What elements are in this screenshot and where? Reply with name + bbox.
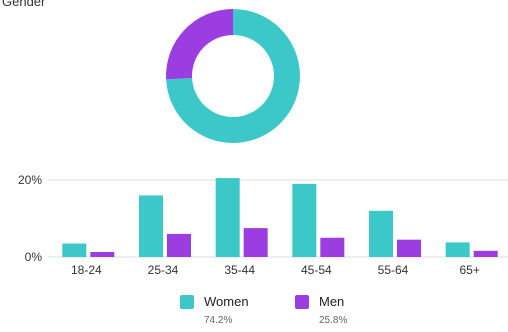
x-tick-label: 18-24 <box>71 263 102 277</box>
bar-men-65+ <box>473 250 498 257</box>
legend-label-men: Men <box>319 294 345 309</box>
legend-swatch-women <box>180 295 194 309</box>
x-tick-label: 65+ <box>459 263 479 277</box>
x-tick-label: 45-54 <box>301 263 332 277</box>
x-tick-label: 55-64 <box>378 263 409 277</box>
y-tick-label: 0% <box>25 250 43 264</box>
x-tick-label: 35-44 <box>224 263 255 277</box>
legend-swatch-men <box>295 295 309 309</box>
bar-men-18-24 <box>90 251 115 257</box>
bar-women-55-64 <box>369 210 393 257</box>
legend-percent-women: 74.2% <box>204 315 233 326</box>
bar-women-35-44 <box>215 178 240 257</box>
bar-men-35-44 <box>243 228 268 257</box>
bar-women-65+ <box>445 242 470 257</box>
legend-label-women: Women <box>204 294 249 309</box>
bar-men-25-34 <box>167 233 191 257</box>
y-tick-label: 20% <box>18 173 42 187</box>
bar-women-45-54 <box>292 183 317 257</box>
bar-men-55-64 <box>397 239 421 257</box>
legend: Women 74.2% Men 25.8% <box>0 292 508 332</box>
legend-percent-men: 25.8% <box>319 315 348 326</box>
x-tick-label: 25-34 <box>148 263 179 277</box>
bar-women-18-24 <box>62 243 87 257</box>
donut-slice-men <box>166 9 233 80</box>
donut-slice-women <box>166 9 301 143</box>
bar-women-25-34 <box>139 195 163 257</box>
bar-men-45-54 <box>320 237 345 257</box>
section-title: Gender <box>2 0 46 9</box>
